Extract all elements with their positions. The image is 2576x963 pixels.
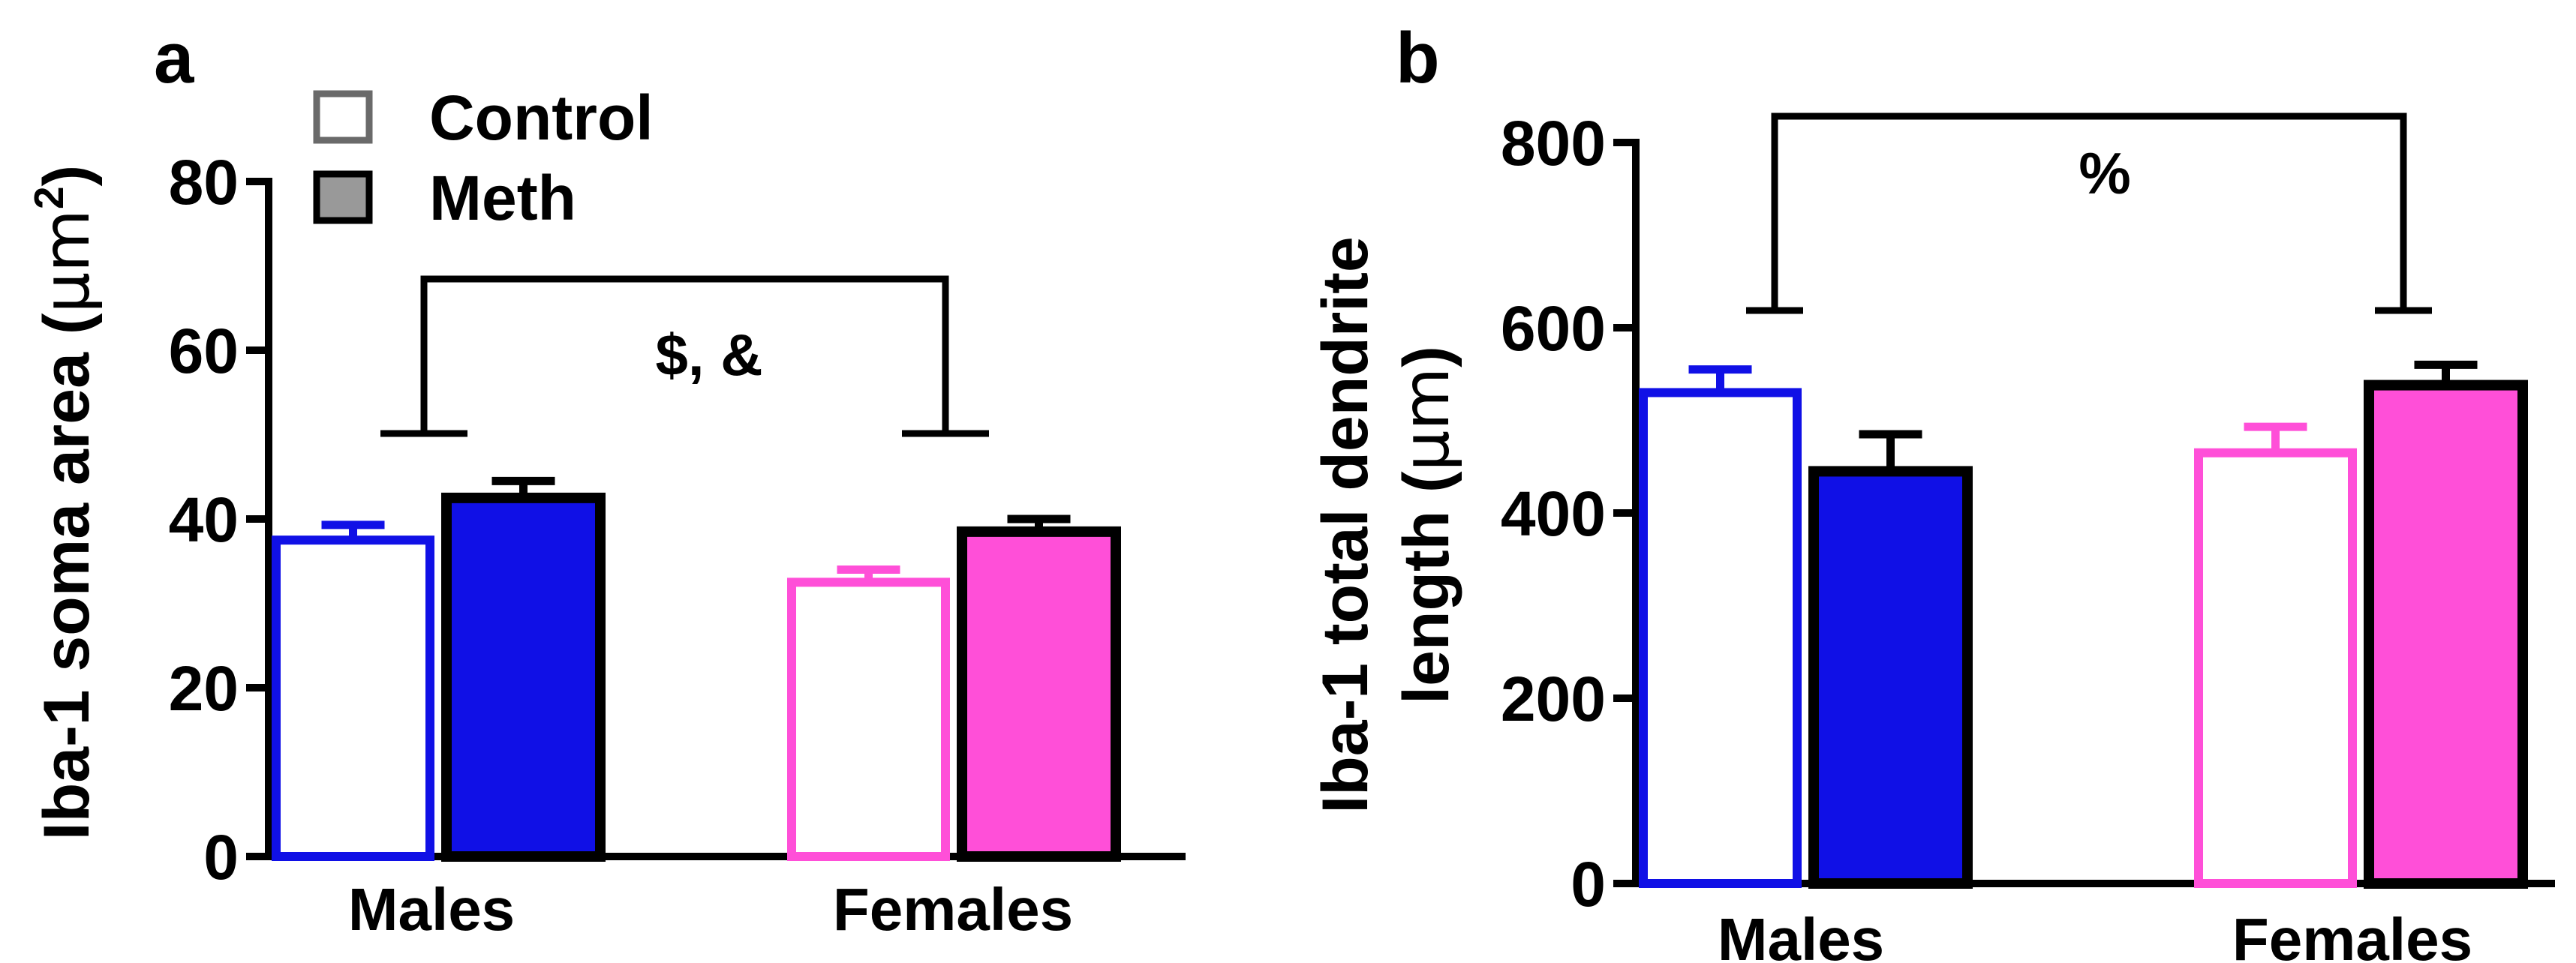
legend-control-label: Control [429,82,654,153]
panel-a-y-axis-label: Iba-1 soma area (μm2) [26,165,104,840]
legend-meth-label: Meth [429,163,576,233]
panel-b-significance-bracket [1771,112,2407,310]
panel-a-category-label: Males [348,876,515,943]
panel-b-category-label: Females [2232,906,2472,963]
panel-a-y-tick-label: 40 [169,484,239,555]
panel-a-y-tick-label: 60 [169,316,239,386]
panel-b-y-tick-label: 0 [1571,849,1606,920]
panel-b-plot: 0 200 400 600 800 Males Females% [1501,108,2555,963]
panel-a-y-tick-label: 80 [169,147,239,218]
panel-b-y-axis-label-line2: length (μm) [1389,346,1464,704]
panel-b-y-tick-label: 600 [1501,293,1606,364]
panel-b-category-label: Males [1718,906,1884,963]
panel-b: b Iba-1 total dendrite length (μm) 0 200 4… [1309,18,2555,963]
panel-b-y-tick-label: 800 [1501,108,1606,178]
panel-a-bar-females-meth [957,526,1121,862]
legend-meth-swatch [313,170,373,224]
panel-b-bar-males-control [1639,388,1802,888]
panel-a: a Iba-1 soma area (μm2) Control Meth 0 20… [26,18,1186,943]
panel-b-label: b [1396,18,1440,98]
panel-b-bar-females-meth [2364,380,2528,889]
panel-a-plot: 0 20 40 60 80 Males Females $, & [169,147,1186,943]
panel-b-bar-males-meth [1808,466,1973,889]
legend: Control Meth [313,82,654,233]
panel-a-significance-label: $, & [655,322,762,388]
panel-b-y-axis-label-line1: Iba-1 total dendrite [1309,236,1381,813]
panel-a-significance-bracket [420,275,949,434]
panel-a-bar-females-control [787,578,950,861]
panel-a-category-label: Females [833,876,1073,943]
legend-control-swatch [313,90,373,144]
panel-b-significance-label: % [2079,140,2130,206]
panel-b-y-tick-label: 400 [1501,478,1606,549]
panel-a-bar-males-control [272,536,434,861]
panel-a-label: a [154,18,194,98]
panel-b-y-tick-label: 200 [1501,664,1606,734]
panel-a-y-tick-label: 20 [169,653,239,724]
panel-a-y-tick-label: 0 [203,822,239,892]
panel-a-bar-males-meth [441,492,606,862]
panel-b-bar-females-control [2194,448,2357,888]
